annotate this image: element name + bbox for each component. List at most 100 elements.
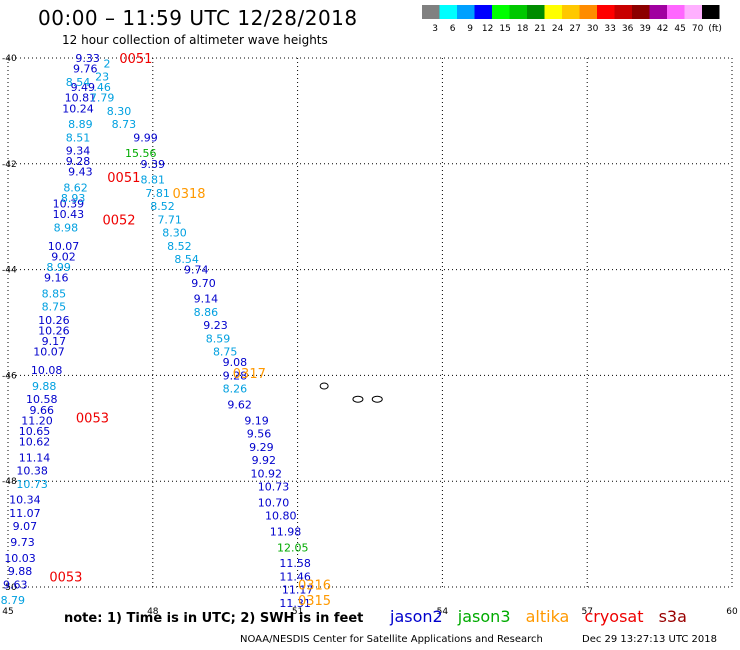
wave-height-label: 10.08 xyxy=(31,364,63,377)
wave-height-label: 9.19 xyxy=(244,414,269,427)
wave-height-label: 10.39 xyxy=(53,197,85,210)
colorbar-tick-label: 45 xyxy=(674,24,685,34)
wave-height-label: 7.79 xyxy=(90,92,115,105)
wave-height-label: 10.26 xyxy=(38,314,70,327)
colorbar-tick-label: 30 xyxy=(587,24,599,34)
wave-height-label: 11.14 xyxy=(19,451,51,464)
wave-height-label: 9.66 xyxy=(30,404,55,417)
wave-height-label: 11.98 xyxy=(270,525,302,538)
x-tick-label: 51 xyxy=(292,607,303,617)
legend-s3a: s3a xyxy=(658,607,687,626)
wave-height-label: 11.46 xyxy=(279,570,311,583)
wave-height-label: 9.70 xyxy=(191,277,216,290)
colorbar-swatch xyxy=(422,5,440,19)
colorbar-tick-label: 6 xyxy=(450,24,456,34)
colorbar-swatch xyxy=(562,5,580,19)
wave-height-label: 8.73 xyxy=(112,118,137,131)
y-tick-label: -46 xyxy=(2,371,17,381)
island-outline xyxy=(352,395,364,403)
wave-height-label: 10.65 xyxy=(19,425,51,438)
wave-height-label: 9.08 xyxy=(223,356,248,369)
x-tick-label: 48 xyxy=(147,607,159,617)
colorbar-swatch xyxy=(439,5,457,19)
wave-height-label: 9.49 xyxy=(71,81,96,94)
wave-height-label: 2 xyxy=(103,57,110,70)
wave-height-label: 11.07 xyxy=(9,507,41,520)
x-tick-label: 45 xyxy=(2,607,13,617)
colorbar-swatch xyxy=(509,5,527,19)
colorbar-swatch xyxy=(579,5,597,19)
wave-height-label: 10.58 xyxy=(26,393,58,406)
colorbar-swatch xyxy=(649,5,667,19)
wave-height-label: 9.28 xyxy=(66,155,91,168)
colorbar-tick-label: 36 xyxy=(622,24,634,34)
wave-height-label: 15.56 xyxy=(125,147,157,160)
pass-time-label: 0316 xyxy=(298,578,331,593)
colorbar-tick-label: 12 xyxy=(482,24,493,34)
pass-time-label: 0318 xyxy=(172,187,205,202)
y-tick-label: -42 xyxy=(2,160,17,170)
pass-time-label: 0051 xyxy=(107,171,140,186)
wave-height-label: 12.05 xyxy=(277,541,309,554)
wave-height-label: 9.92 xyxy=(252,454,277,467)
colorbar-swatch xyxy=(597,5,615,19)
wave-height-label: 10.62 xyxy=(19,436,51,449)
colorbar-tick-label: 18 xyxy=(517,24,529,34)
wave-height-label: 7.71 xyxy=(157,213,182,226)
wave-height-label: 10.80 xyxy=(265,510,297,523)
pass-time-label: 0052 xyxy=(102,213,135,228)
wave-height-label: 10.81 xyxy=(65,92,97,105)
wave-height-label: 8.30 xyxy=(162,227,187,240)
wave-height-label: 11.17 xyxy=(282,584,314,597)
units-note: note: 1) Time is in UTC; 2) SWH is in fe… xyxy=(64,611,364,626)
colorbar-swatch xyxy=(614,5,632,19)
wave-height-label: 10.73 xyxy=(16,478,48,491)
colorbar-swatch xyxy=(457,5,475,19)
y-tick-label: -50 xyxy=(2,583,17,593)
page-subtitle: 12 hour collection of altimeter wave hei… xyxy=(62,33,328,47)
colorbar-tick-label: 33 xyxy=(604,24,615,34)
pass-time-label: 0053 xyxy=(76,412,109,427)
legend-altika: altika xyxy=(525,607,570,626)
pass-time-label: 0053 xyxy=(49,570,82,585)
wave-height-label: 8.52 xyxy=(167,240,192,253)
wave-height-label: 10.24 xyxy=(62,102,94,115)
wave-height-label: 8.26 xyxy=(223,383,248,396)
wave-height-label: 9.14 xyxy=(194,293,219,306)
wave-height-label: 8.89 xyxy=(68,118,93,131)
wave-height-label: 9.17 xyxy=(42,335,67,348)
wave-height-label: 23 xyxy=(95,71,109,84)
wave-height-label: 9.34 xyxy=(66,145,91,158)
pass-time-label: 0051 xyxy=(119,52,152,67)
wave-height-label: 9.07 xyxy=(13,520,38,533)
wave-height-label: 8.62 xyxy=(63,182,88,195)
color-scale-bar: 3 6 9 12 15 18 21 24 27 30 33 36 39 42 45 70 (ft) xyxy=(422,5,722,34)
page-title: 00:00 – 11:59 UTC 12/28/2018 xyxy=(38,6,358,30)
colorbar-swatch xyxy=(544,5,562,19)
colorbar-swatch xyxy=(684,5,702,19)
wave-height-label: 10.03 xyxy=(4,552,36,565)
y-tick-label: -48 xyxy=(2,477,17,487)
wave-height-label: 9.28 xyxy=(223,369,248,382)
colorbar-tick-label: 15 xyxy=(499,24,510,34)
wave-height-label: 9.88 xyxy=(32,380,57,393)
colorbar-swatch xyxy=(527,5,545,19)
wave-height-label: 8.85 xyxy=(42,287,67,300)
wave-height-label: 8.86 xyxy=(194,306,219,319)
colorbar-tick-label: 70 xyxy=(692,24,704,34)
wave-height-label: 9.56 xyxy=(247,428,272,441)
wave-height-label: 8.81 xyxy=(141,174,166,187)
wave-height-label: 9.99 xyxy=(133,131,158,144)
wave-height-label: 9.23 xyxy=(203,319,228,332)
y-tick-label: -44 xyxy=(2,266,17,276)
colorbar-tick-label: 3 xyxy=(432,24,438,34)
x-tick-label: 54 xyxy=(437,607,449,617)
wave-height-label: .46 xyxy=(93,81,111,94)
colorbar-tick-label: 21 xyxy=(534,24,545,34)
wave-height-label: 11.20 xyxy=(21,414,53,427)
wave-height-label: 9.39 xyxy=(141,158,166,171)
wave-height-label: 7.81 xyxy=(145,187,170,200)
wave-height-label: 9.74 xyxy=(184,264,209,277)
legend-cryosat: cryosat xyxy=(584,607,644,626)
